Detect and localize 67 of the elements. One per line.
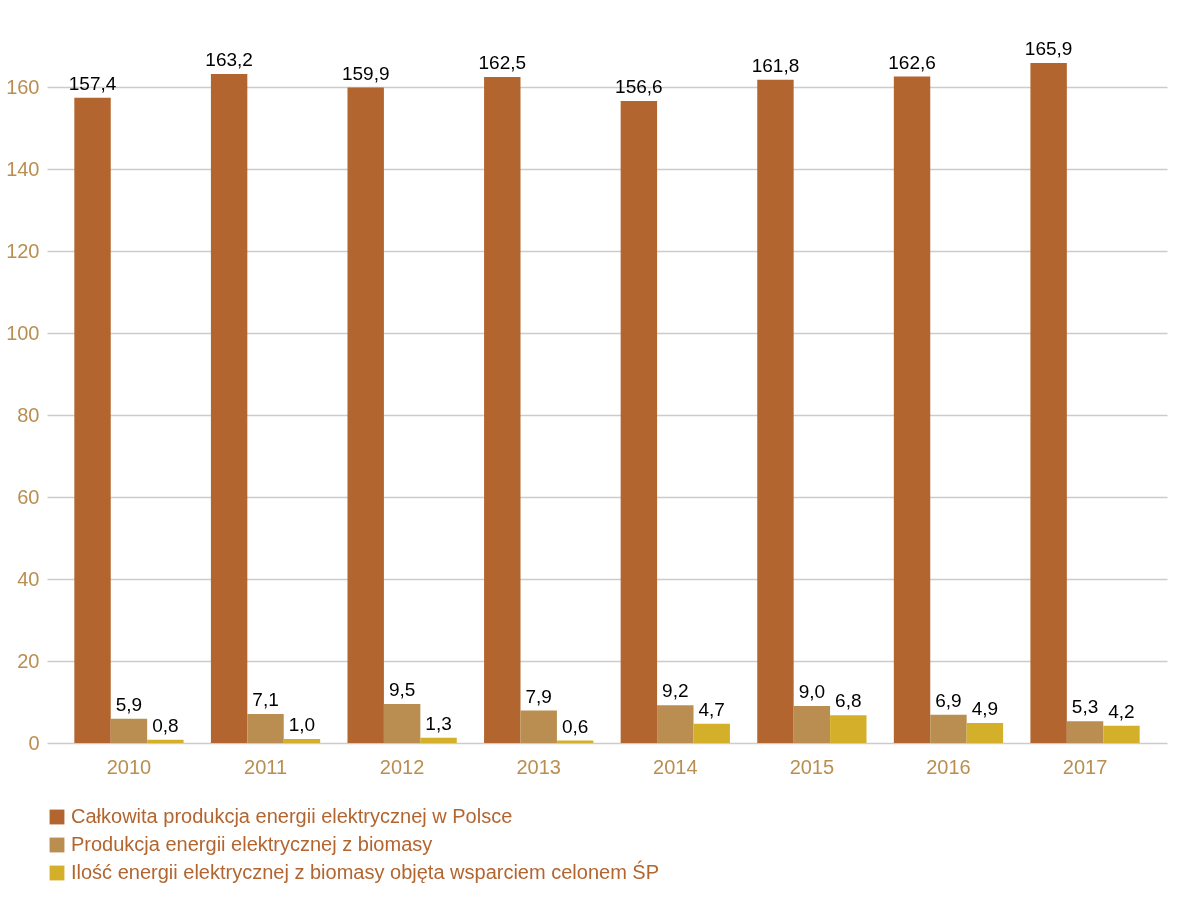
- y-tick-label: 120: [6, 239, 40, 262]
- bar: [283, 738, 321, 743]
- data-label: 0,8: [152, 714, 179, 736]
- data-label: 159,9: [341, 62, 390, 84]
- data-label: 6,9: [935, 689, 962, 711]
- x-tick-label: 2012: [379, 755, 425, 778]
- bar: [793, 706, 831, 743]
- x-tick-label: 2017: [1062, 755, 1108, 778]
- data-label: 1,3: [425, 712, 452, 734]
- bar: [110, 718, 148, 743]
- y-tick-label: 140: [6, 157, 40, 180]
- data-label: 4,7: [698, 698, 725, 720]
- bar: [966, 722, 1004, 743]
- bar: [757, 79, 794, 743]
- data-label: 163,2: [205, 49, 253, 71]
- bar: [347, 87, 384, 743]
- legend-label: Produkcja energii elektrycznej z biomasy: [71, 833, 433, 855]
- bar: [930, 714, 967, 743]
- x-tick-label: 2011: [244, 755, 288, 778]
- y-tick-label: 160: [6, 75, 40, 98]
- data-label: 161,8: [751, 54, 800, 76]
- bar: [520, 710, 557, 743]
- data-label: 9,2: [662, 680, 689, 702]
- bar: [484, 76, 521, 743]
- legend-label: Całkowita produkcja energii elektrycznej w Polsce: [71, 805, 513, 827]
- data-label: 6,8: [835, 690, 862, 712]
- y-tick-label: 100: [6, 321, 40, 344]
- data-label: 5,9: [115, 693, 143, 715]
- x-tick-label: 2016: [926, 755, 971, 778]
- bar: [830, 715, 867, 743]
- bar: [420, 737, 457, 743]
- bar: [1030, 63, 1067, 743]
- data-label: 162,6: [888, 51, 936, 73]
- legend-label: Ilość energii elektrycznej z biomasy objęta wsparciem celonem ŚP: [71, 860, 660, 883]
- x-tick-label: 2014: [653, 755, 698, 778]
- y-tick-label: 0: [28, 731, 40, 754]
- data-label: 7,1: [252, 688, 279, 710]
- bar: [210, 74, 248, 743]
- data-label: 156,6: [615, 76, 663, 98]
- data-label: 4,2: [1108, 700, 1135, 722]
- data-label: 0,6: [561, 715, 589, 737]
- data-label: 5,3: [1071, 696, 1099, 718]
- data-label: 1,0: [288, 713, 316, 735]
- y-tick-label: 40: [17, 567, 40, 590]
- x-tick-label: 2010: [106, 755, 152, 778]
- bar: [1066, 721, 1104, 743]
- y-tick-label: 20: [17, 649, 40, 672]
- bar: [693, 723, 730, 743]
- data-label: 165,9: [1024, 38, 1073, 59]
- bar: [147, 739, 184, 743]
- data-label: 157,4: [68, 72, 117, 94]
- bar: [893, 76, 931, 743]
- bar: [74, 97, 111, 743]
- bar: [383, 704, 421, 743]
- x-tick-label: 2015: [789, 755, 835, 778]
- data-label: 7,9: [525, 685, 552, 707]
- data-label: 9,0: [798, 681, 826, 703]
- data-label: 9,5: [388, 679, 416, 701]
- bar: [657, 705, 694, 743]
- data-label: 4,9: [971, 697, 999, 719]
- x-tick-label: 2013: [516, 755, 561, 778]
- bar: [1103, 725, 1140, 743]
- y-tick-label: 80: [17, 403, 40, 426]
- bar: [620, 101, 658, 743]
- data-label: 162,5: [478, 51, 527, 73]
- y-tick-label: 60: [17, 485, 40, 508]
- bar: [247, 713, 284, 743]
